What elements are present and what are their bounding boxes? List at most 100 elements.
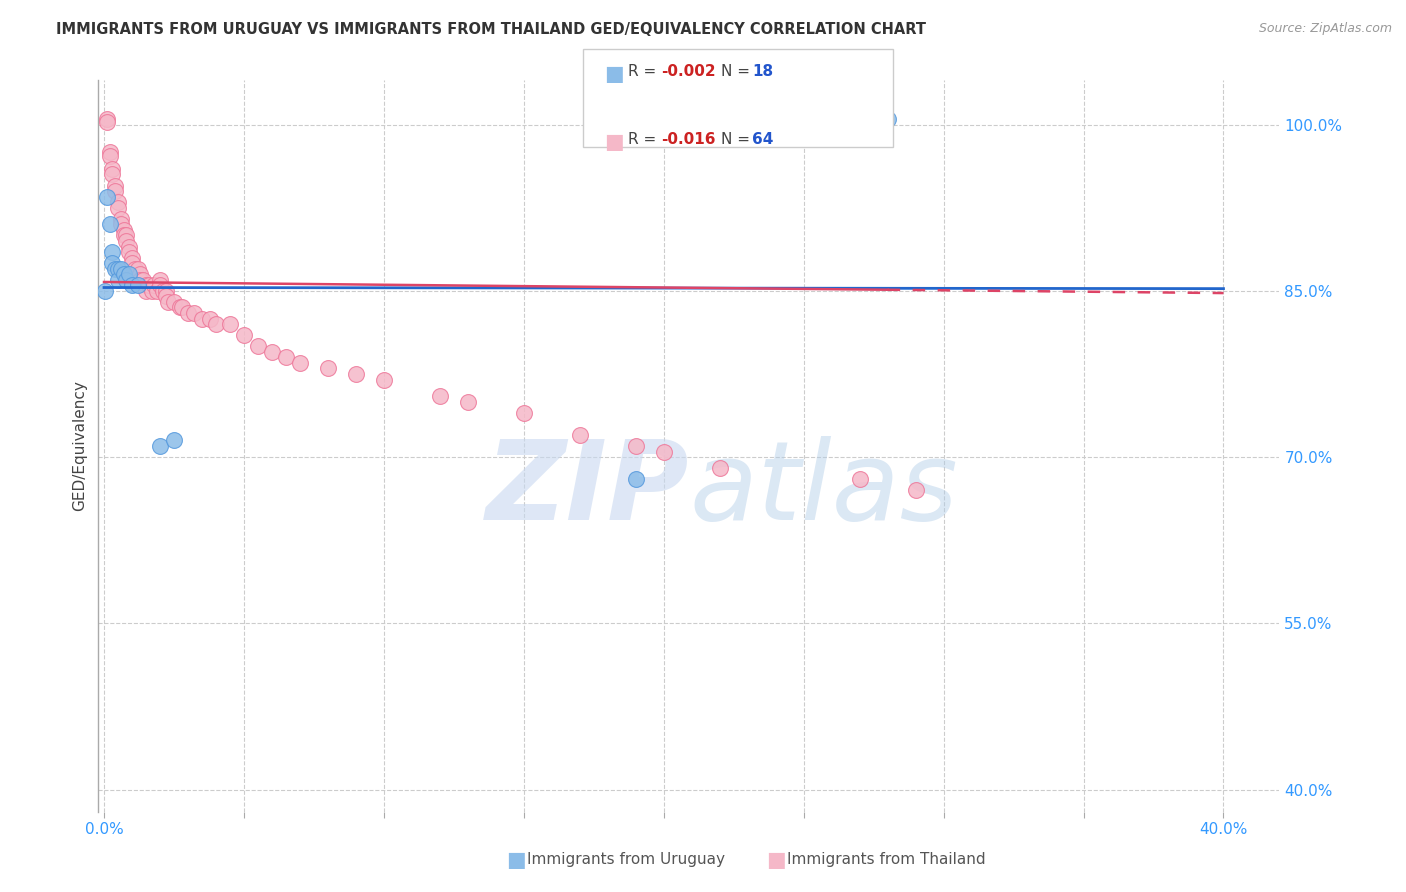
Point [135,278,157,293]
Point [110,218,132,232]
Point [288,356,311,370]
Point [457,394,479,409]
Point [98,218,121,232]
Point [121,251,143,265]
Text: ZIP: ZIP [485,436,689,543]
Text: ■: ■ [605,132,624,152]
Text: R =: R = [628,132,662,147]
Point [163,434,186,448]
Text: R =: R = [628,64,662,79]
Point [568,428,591,442]
Point [127,278,149,293]
Point [219,317,242,331]
Point [98,145,121,160]
Point [260,344,283,359]
Text: ■: ■ [766,850,786,870]
Point [115,273,138,287]
Point [183,306,205,320]
Point [848,472,870,486]
Point [157,294,180,309]
Point [132,273,155,287]
Point [138,278,160,293]
Point [96,112,118,126]
Point [876,112,898,126]
Point [191,311,214,326]
Point [107,201,129,215]
Point [513,406,536,420]
Point [94,284,117,298]
Text: ■: ■ [506,850,526,870]
Point [104,178,127,193]
Point [149,439,172,453]
Point [624,472,647,486]
Point [316,361,339,376]
Point [118,267,141,281]
Text: 64: 64 [752,132,773,147]
Point [344,367,367,381]
Text: Source: ZipAtlas.com: Source: ZipAtlas.com [1258,22,1392,36]
Point [129,267,152,281]
Point [155,289,177,303]
Point [115,228,138,243]
Point [163,294,186,309]
Point [107,273,129,287]
Y-axis label: GED/Equivalency: GED/Equivalency [72,381,87,511]
Point [274,351,297,365]
Point [246,339,269,353]
Point [110,261,132,276]
Text: N =: N = [721,132,755,147]
Point [121,278,143,293]
Point [98,148,121,162]
Point [96,189,118,203]
Text: -0.002: -0.002 [661,64,716,79]
Point [155,284,177,298]
Point [177,306,200,320]
Point [169,301,191,315]
Text: N =: N = [721,64,755,79]
Point [129,273,152,287]
Text: -0.016: -0.016 [661,132,716,147]
Point [135,284,157,298]
Point [115,234,138,248]
Point [124,261,146,276]
Point [112,223,135,237]
Point [112,228,135,243]
Point [233,328,256,343]
Point [149,273,172,287]
Text: 18: 18 [752,64,773,79]
Text: ■: ■ [605,64,624,84]
Point [118,245,141,260]
Point [624,439,647,453]
Point [107,261,129,276]
Text: Immigrants from Uruguay: Immigrants from Uruguay [527,853,725,867]
Point [112,267,135,281]
Point [104,261,127,276]
Text: atlas: atlas [689,436,957,543]
Point [205,317,228,331]
Point [172,301,194,315]
Text: IMMIGRANTS FROM URUGUAY VS IMMIGRANTS FROM THAILAND GED/EQUIVALENCY CORRELATION : IMMIGRANTS FROM URUGUAY VS IMMIGRANTS FR… [56,22,927,37]
Point [101,245,124,260]
Point [143,278,166,293]
Point [118,239,141,253]
Point [149,278,172,293]
Point [429,389,451,403]
Point [101,256,124,270]
Point [110,211,132,226]
Point [652,444,675,458]
Point [104,184,127,198]
Point [141,284,163,298]
Point [152,284,174,298]
Point [146,284,169,298]
Point [127,261,149,276]
Point [709,461,731,475]
Point [101,161,124,176]
Point [373,372,395,386]
Point [904,483,927,498]
Point [200,311,222,326]
Point [101,168,124,182]
Point [96,115,118,129]
Text: Immigrants from Thailand: Immigrants from Thailand [787,853,986,867]
Point [121,256,143,270]
Point [107,195,129,210]
